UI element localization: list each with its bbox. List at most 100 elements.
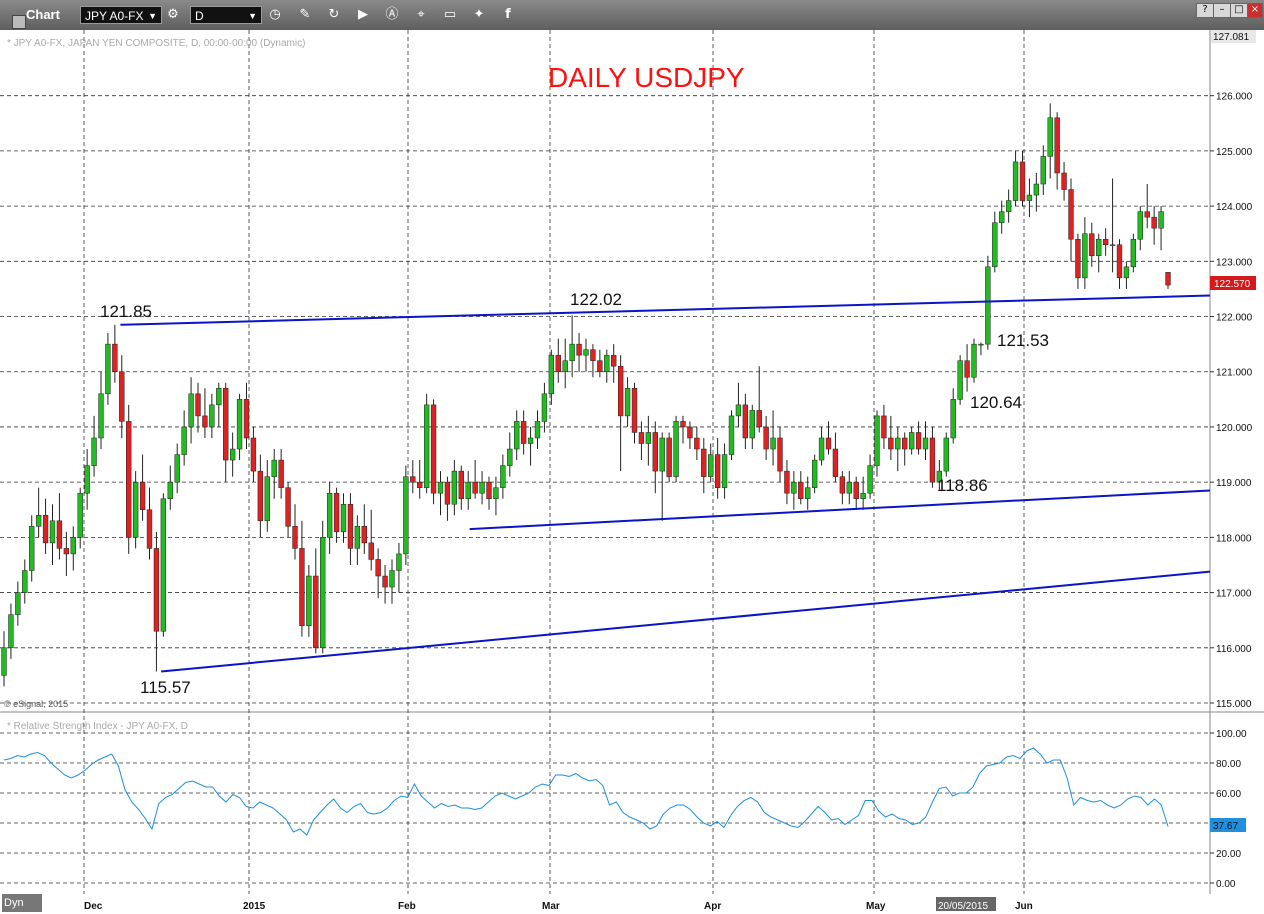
bear-candle: [313, 575, 319, 649]
annotation-115-57: 115.57: [140, 678, 191, 697]
annotation-118-86: 118.86: [937, 476, 988, 495]
bear-candle: [631, 388, 638, 433]
bull-candle: [583, 349, 589, 356]
bull-candle: [999, 211, 1005, 223]
app-label: Chart: [26, 7, 60, 22]
bull-candle: [922, 437, 929, 450]
x-label-apr: Apr: [704, 901, 721, 912]
trendline: [469, 489, 1211, 531]
bear-candle: [119, 371, 125, 422]
bull-candle: [534, 421, 541, 439]
bear-candle: [1151, 216, 1157, 229]
price-tick-label: 120.000: [1216, 423, 1253, 434]
bear-candle: [888, 437, 894, 450]
bull-candle: [624, 388, 631, 417]
x-label-may: May: [866, 901, 886, 912]
bull-candle: [874, 415, 880, 466]
last-price-label: 122.570: [1214, 279, 1251, 290]
bull-candle: [35, 515, 42, 527]
bear-candle: [42, 515, 49, 544]
bull-candle: [403, 476, 409, 555]
symbol-field[interactable]: JPY A0-FX ▼: [80, 6, 162, 24]
bull-candle: [340, 503, 347, 533]
bear-candle: [694, 437, 700, 450]
bull-candle: [721, 454, 728, 488]
bear-candle: [1061, 172, 1067, 190]
price-tick-label: 119.000: [1216, 478, 1252, 489]
bull-candle: [320, 537, 326, 649]
bear-candle: [881, 415, 887, 439]
interval-field[interactable]: D ▼: [190, 6, 262, 24]
play-icon[interactable]: ▶: [358, 7, 368, 22]
bear-candle: [472, 481, 478, 494]
symbol-value: JPY A0-FX: [85, 9, 144, 23]
chevron-down-icon[interactable]: ▼: [148, 11, 157, 21]
facebook-icon[interactable]: f: [505, 7, 511, 22]
price-tick-label: 115.000: [1216, 699, 1252, 710]
bull-candle: [271, 459, 277, 477]
bear-candle: [576, 343, 582, 356]
x-label-jun: Jun: [1015, 901, 1033, 912]
rsi-layer: [3, 747, 1169, 836]
bull-candle: [29, 526, 35, 571]
bull-candle: [216, 388, 222, 406]
bull-candle: [167, 481, 173, 499]
bull-candle: [77, 492, 83, 538]
twitter-icon[interactable]: ✦: [473, 7, 485, 22]
bull-candle: [1, 647, 7, 676]
bear-candle: [763, 426, 769, 450]
bear-candle: [756, 410, 762, 428]
bull-candle: [805, 487, 811, 499]
pencil-icon[interactable]: ✎: [299, 7, 311, 22]
comment-icon[interactable]: ▭: [443, 7, 457, 22]
refresh-icon[interactable]: ↻: [328, 7, 340, 22]
bull-candle: [264, 476, 270, 522]
bear-candle: [195, 393, 201, 417]
bear-candle: [444, 481, 451, 505]
bull-candle: [770, 437, 776, 450]
bear-candle: [825, 437, 832, 450]
bull-candle: [978, 343, 984, 346]
bull-candle: [15, 592, 21, 615]
bear-candle: [430, 404, 437, 494]
bear-candle: [915, 432, 922, 450]
bull-candle: [8, 614, 14, 649]
bear-candle: [112, 343, 118, 372]
rsi-line: [3, 747, 1169, 836]
rsi-header: * Relative Strength Index - JPY A0-FX, D: [7, 721, 188, 732]
bear-candle: [1054, 117, 1060, 174]
price-tick-label: 124.000: [1216, 202, 1253, 213]
bull-candle: [493, 487, 499, 499]
bear-candle: [250, 437, 257, 472]
dyn-button[interactable]: Dyn: [2, 894, 42, 912]
trendline: [161, 570, 1211, 673]
bull-candle: [209, 404, 215, 428]
bull-candle: [562, 360, 568, 372]
tag-icon[interactable]: ⌖: [417, 7, 425, 22]
bull-candle: [70, 537, 76, 555]
bull-candle: [479, 481, 485, 494]
bull-candle: [1082, 233, 1088, 279]
close-button[interactable]: ×: [1247, 3, 1263, 18]
chevron-down-icon[interactable]: ▼: [248, 11, 257, 21]
bull-candle: [708, 454, 714, 477]
candles-layer: [1, 103, 1171, 687]
bull-candle: [936, 470, 943, 483]
alert-icon[interactable]: Ⓐ: [385, 7, 399, 22]
bull-candle: [1033, 183, 1040, 196]
bear-candle: [1144, 211, 1150, 218]
bull-candle: [811, 459, 818, 488]
bear-candle: [652, 432, 658, 472]
bear-candle: [139, 481, 146, 511]
clock-icon[interactable]: ◷: [269, 7, 281, 22]
rsi-tick-label: 60.00: [1216, 789, 1241, 800]
price-tick-label: 117.000: [1216, 589, 1252, 600]
trendlines-layer: [120, 294, 1211, 673]
bear-candle: [617, 365, 624, 417]
bull-candle: [1005, 200, 1012, 212]
bull-candle: [326, 492, 333, 538]
bull-candle: [548, 354, 555, 395]
last-price-tag: [1210, 276, 1256, 290]
chart-settings-icon[interactable]: ⚙: [167, 7, 179, 22]
